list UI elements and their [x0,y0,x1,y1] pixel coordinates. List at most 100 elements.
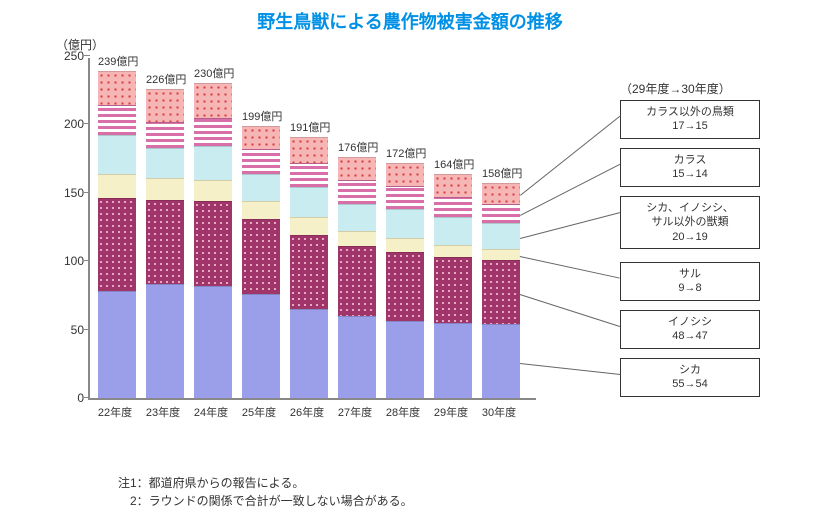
bar-segment-other_bird [434,174,472,197]
bar-segment-saru [482,249,520,260]
bar-segment-inoshishi [386,252,424,322]
bar-total-label: 226億円 [146,71,184,87]
x-tick-label: 25年度 [234,404,284,420]
y-tick-label: 200 [50,117,84,131]
y-tick-label: 150 [50,186,84,200]
x-tick-label: 26年度 [282,404,332,420]
bar-segment-karasu [242,149,280,174]
x-tick-label: 30年度 [474,404,524,420]
bar-segment-other_bird [290,137,328,163]
bar-total-label: 176億円 [338,139,376,155]
bar-segment-inoshishi [338,246,376,316]
bar-segment-karasu [290,163,328,188]
bar-group: 158億円 [482,183,520,398]
bar-segment-shika [338,316,376,398]
bar-segment-saru [434,245,472,257]
x-tick-label: 27年度 [330,404,380,420]
bar-segment-inoshishi [242,219,280,294]
bar-segment-other_bird [194,83,232,117]
bar-total-label: 191億円 [290,119,328,135]
bar-segment-shika [98,291,136,398]
bar-segment-shika [482,324,520,398]
bar-segment-karasu [98,105,136,135]
bar-segment-other_beast [482,223,520,249]
bar-group: 172億円 [386,163,424,398]
bar-segment-other_beast [386,209,424,238]
x-tick-label: 22年度 [90,404,140,420]
bar-segment-other_beast [98,135,136,173]
bar-segment-shika [290,309,328,398]
bar-segment-other_beast [290,187,328,217]
bar-segment-other_beast [194,146,232,180]
bar-segment-shika [242,294,280,398]
legend-item-karasu: カラス15→14 [620,148,760,187]
bar-segment-shika [386,321,424,398]
bar-segment-other_bird [482,183,520,204]
bar-segment-saru [290,217,328,235]
bar-segment-other_bird [146,89,184,122]
bar-segment-other_bird [338,157,376,180]
y-tick-label: 50 [50,323,84,337]
chart-title: 野生鳥獣による農作物被害金額の推移 [0,0,820,34]
plot-region: 050100150200250239億円226億円230億円199億円191億円… [88,58,536,400]
legend-item-shika: シカ55→54 [620,358,760,397]
bar-segment-karasu [434,197,472,218]
bar-segment-karasu [338,180,376,203]
legend-header: （29年度→30年度） [620,80,731,97]
bar-segment-karasu [482,204,520,223]
bar-segment-shika [146,284,184,398]
bar-segment-saru [386,238,424,252]
bar-segment-inoshishi [482,260,520,324]
bar-segment-other_beast [338,204,376,231]
y-tick-label: 100 [50,254,84,268]
bar-group: 191億円 [290,137,328,398]
x-tick-label: 29年度 [426,404,476,420]
bar-segment-other_bird [98,71,136,105]
bar-segment-saru [338,231,376,246]
bar-segment-karasu [146,122,184,148]
bar-group: 176億円 [338,157,376,398]
bar-segment-inoshishi [146,200,184,285]
bar-segment-other_beast [434,217,472,244]
bar-total-label: 230億円 [194,65,232,81]
bar-group: 199億円 [242,126,280,398]
bar-segment-other_beast [242,174,280,201]
bar-segment-inoshishi [98,198,136,291]
bar-segment-other_bird [386,163,424,186]
bar-segment-saru [194,180,232,201]
footnotes: 注1：都道府県からの報告による。 2：ラウンドの関係で合計が一致しない場合がある… [118,474,413,510]
legend-item-saru: サル9→8 [620,262,760,301]
footnote-1: 注1：都道府県からの報告による。 [118,474,413,492]
bar-group: 239億円 [98,71,136,398]
bar-total-label: 199億円 [242,108,280,124]
bar-segment-other_beast [146,148,184,178]
bar-segment-saru [146,178,184,200]
legend-item-other_beast: シカ、イノシシ、サル以外の獣類20→19 [620,196,760,249]
legend-item-inoshishi: イノシシ48→47 [620,310,760,349]
bar-segment-karasu [194,118,232,147]
bar-total-label: 172億円 [386,145,424,161]
bar-segment-other_bird [242,126,280,149]
bar-group: 164億円 [434,174,472,398]
chart-area: 050100150200250239億円226億円230億円199億円191億円… [88,58,536,418]
x-tick-label: 28年度 [378,404,428,420]
bar-segment-shika [194,286,232,398]
bar-total-label: 158億円 [482,165,520,181]
bar-segment-shika [434,323,472,398]
bar-group: 226億円 [146,89,184,398]
legend-item-other_bird: カラス以外の鳥類17→15 [620,100,760,139]
bar-segment-saru [242,201,280,219]
bar-segment-inoshishi [290,235,328,309]
bar-segment-saru [98,174,136,199]
bar-segment-inoshishi [194,201,232,286]
bar-group: 230億円 [194,83,232,398]
bar-total-label: 239億円 [98,53,136,69]
y-tick-label: 0 [50,391,84,405]
bar-segment-karasu [386,186,424,209]
bar-total-label: 164億円 [434,156,472,172]
y-tick-label: 250 [50,49,84,63]
bar-segment-inoshishi [434,257,472,323]
x-tick-label: 23年度 [138,404,188,420]
footnote-2: 2：ラウンドの関係で合計が一致しない場合がある。 [118,492,413,510]
x-tick-label: 24年度 [186,404,236,420]
